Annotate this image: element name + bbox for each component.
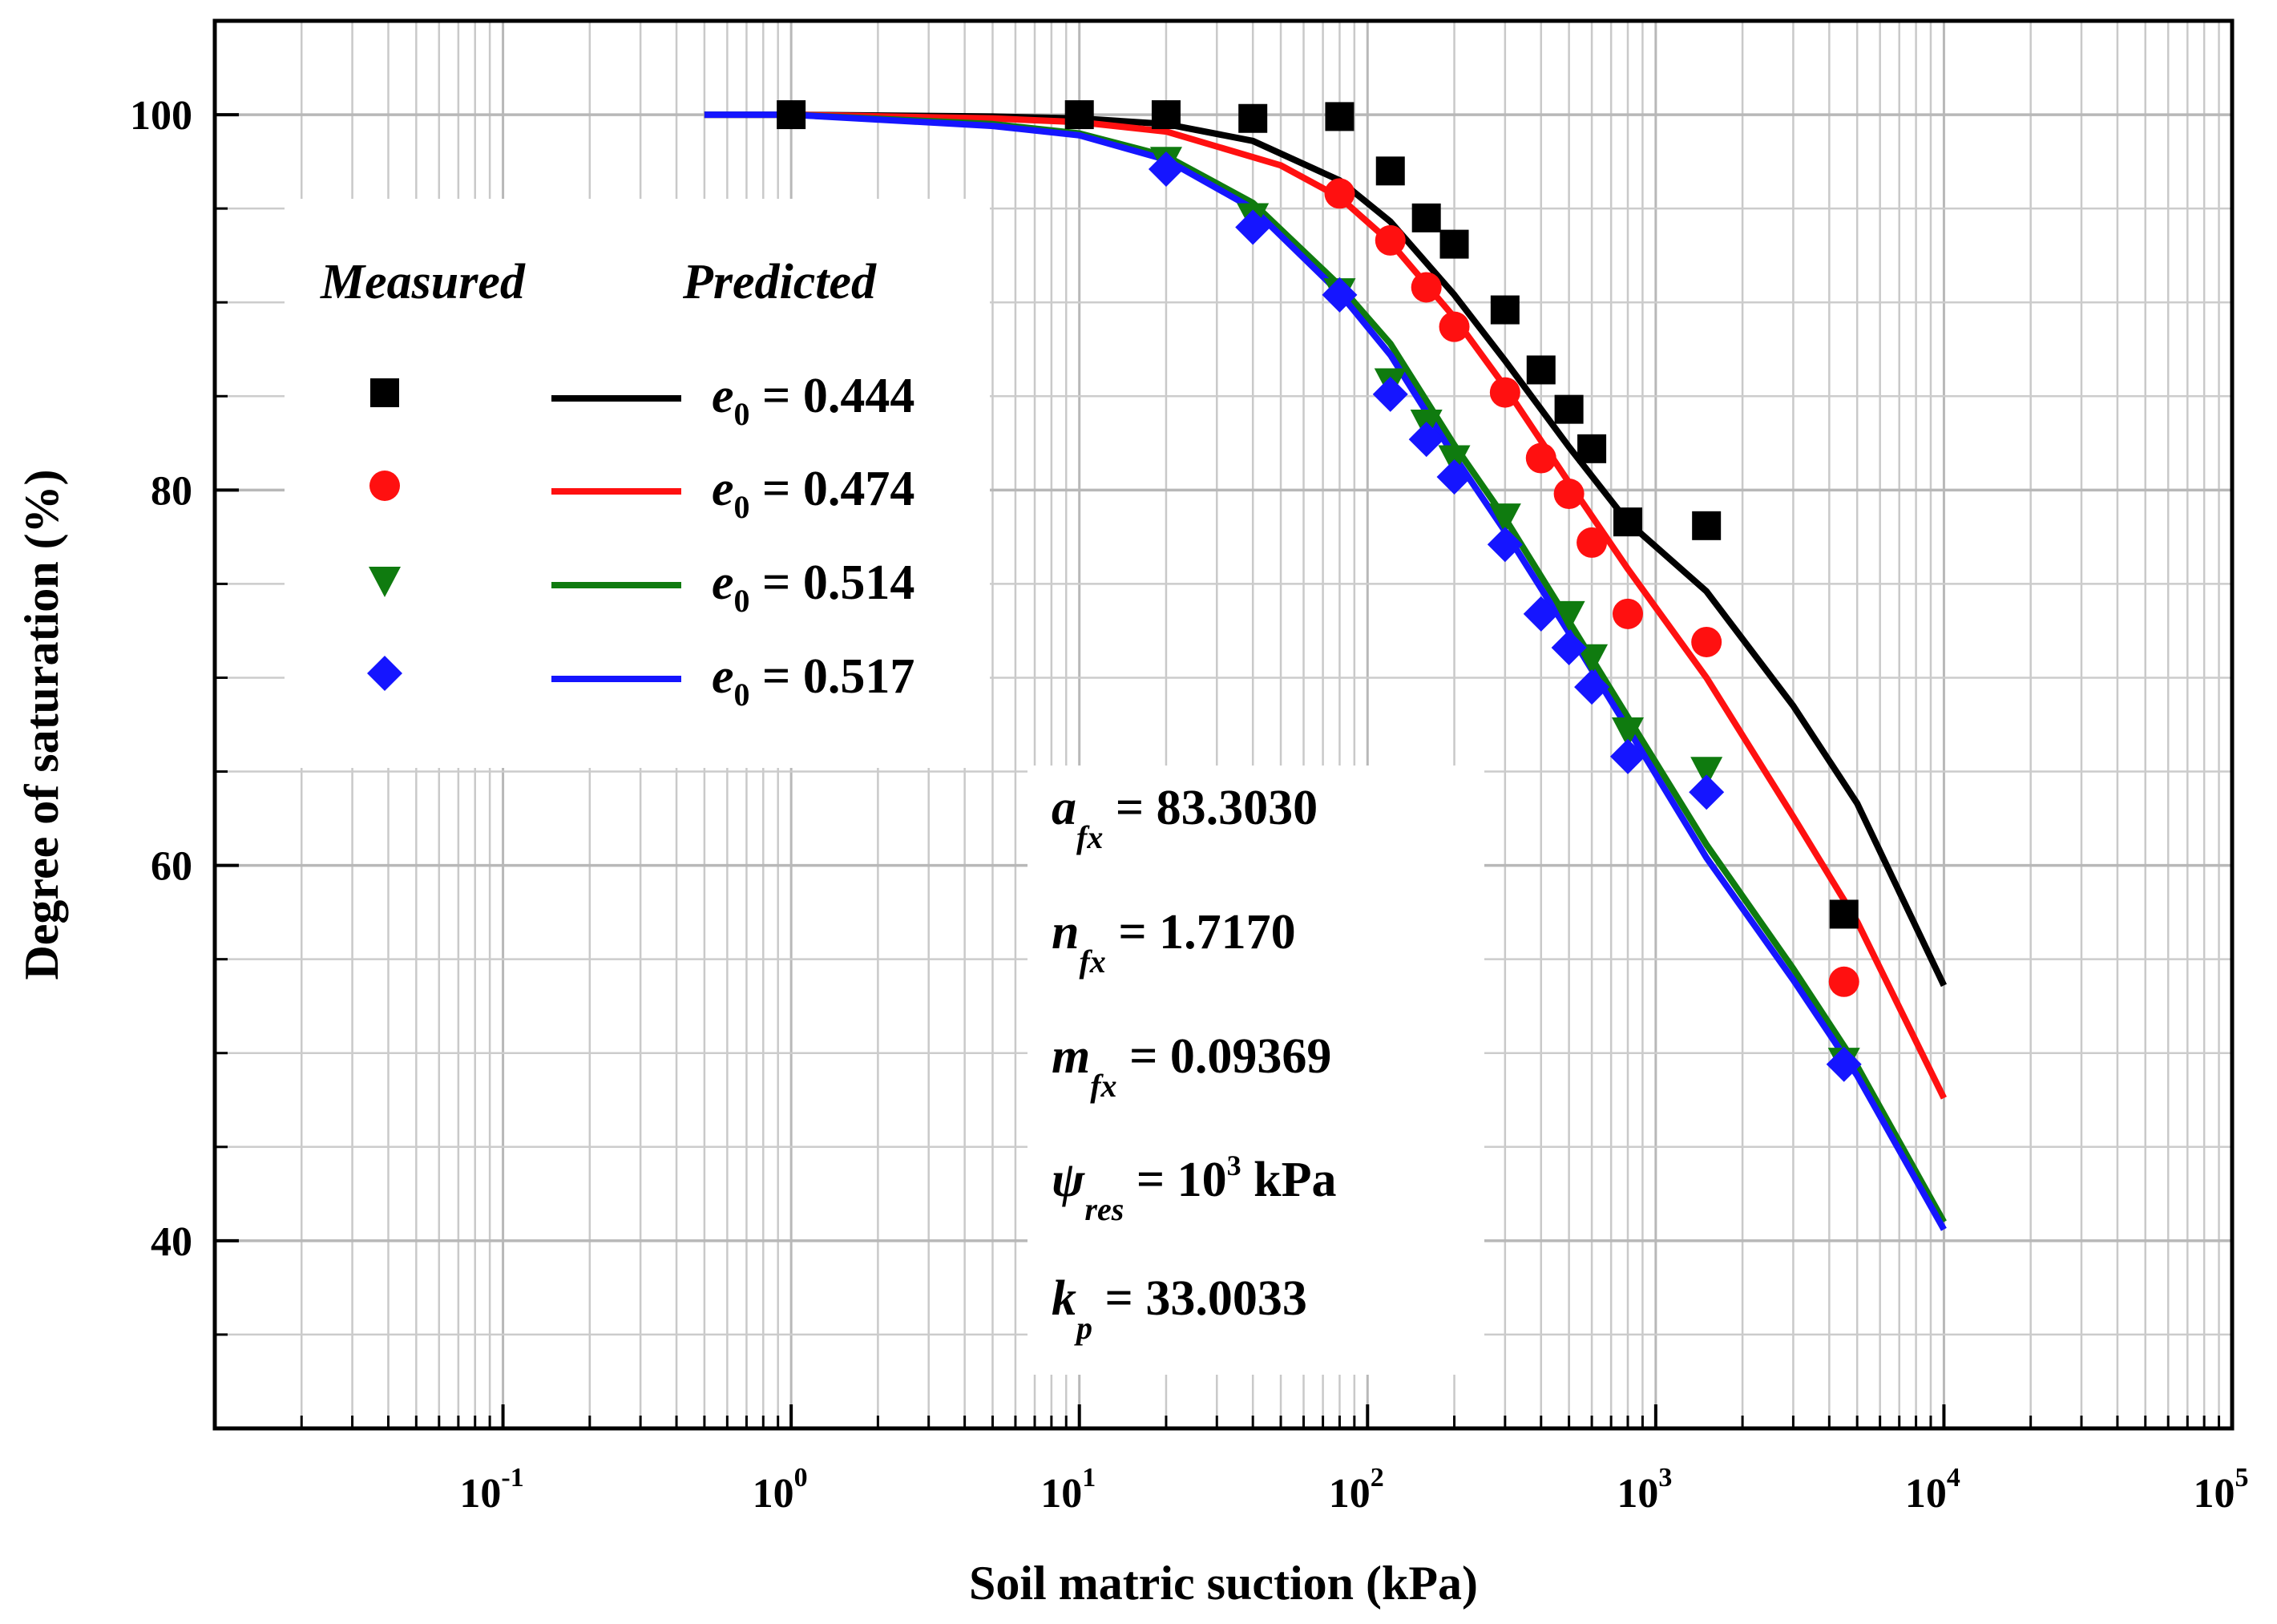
measured-point-s4 xyxy=(1574,669,1610,705)
measured-point-s2 xyxy=(1375,224,1406,256)
measured-point-s1 xyxy=(1375,156,1405,186)
measured-point-s2 xyxy=(1439,311,1470,342)
plot-frame xyxy=(212,18,2235,1431)
measured-point-s2 xyxy=(1613,598,1644,629)
measured-point-s1 xyxy=(1577,434,1607,463)
legend-header-measured: Measured xyxy=(320,255,526,309)
measured-point-s1 xyxy=(1238,103,1268,133)
parameter-k-p: kp = 33.0033 xyxy=(1052,1271,1307,1346)
measured-point-s4 xyxy=(1826,1046,1862,1082)
measured-point-s1 xyxy=(777,100,806,130)
y-tick-label: 60 xyxy=(151,844,192,890)
measured-point-s1 xyxy=(1064,100,1094,130)
y-tick-label: 100 xyxy=(130,93,192,139)
measured-markers xyxy=(777,100,1862,1082)
legend: Measured Predicted e0 = 0.444 e0 = 0.474 e0 … xyxy=(320,255,914,713)
parameter-ψ-res: ψres = 103 kPa xyxy=(1052,1149,1337,1227)
measured-point-s2 xyxy=(1525,442,1556,474)
x-tick-label: 103 xyxy=(1617,1463,1672,1517)
measured-point-s1 xyxy=(1325,102,1354,131)
legend-marker-s3 xyxy=(369,567,401,597)
measured-point-s2 xyxy=(1411,272,1442,303)
legend-label-s1: e0 = 0.444 xyxy=(712,369,914,432)
y-tick-label: 80 xyxy=(151,468,192,514)
parameter-background xyxy=(1027,766,1484,1375)
parameter-a-fx: afx = 83.3030 xyxy=(1052,781,1318,855)
legend-marker-s1 xyxy=(370,378,399,407)
measured-point-s3 xyxy=(1488,503,1521,535)
legend-label-s4: e0 = 0.517 xyxy=(712,649,914,713)
measured-point-s2 xyxy=(1324,178,1355,209)
x-axis-title: Soil matric suction (kPa) xyxy=(969,1557,1478,1610)
measured-point-s4 xyxy=(1148,151,1184,187)
x-tick-label: 105 xyxy=(2194,1463,2249,1517)
parameter-n-fx: nfx = 1.7170 xyxy=(1052,905,1296,980)
x-tick-label: 100 xyxy=(753,1463,808,1517)
measured-point-s1 xyxy=(1829,899,1859,929)
legend-label-s2: e0 = 0.474 xyxy=(712,462,914,525)
y-tick-label: 40 xyxy=(151,1219,192,1265)
legend-marker-s2 xyxy=(369,471,400,501)
measured-point-s4 xyxy=(1436,459,1472,495)
axis-ticks: 10-1 100 101 102 103 104 105 40 60 80 100 xyxy=(130,93,2249,1517)
measured-point-s4 xyxy=(1408,422,1444,458)
measured-point-s4 xyxy=(1551,630,1587,666)
parameter-m-fx: mfx = 0.09369 xyxy=(1052,1029,1331,1104)
measured-point-s4 xyxy=(1235,209,1271,245)
legend-marker-s4 xyxy=(367,656,402,691)
measured-point-s4 xyxy=(1487,527,1523,563)
x-tick-label: 102 xyxy=(1329,1463,1384,1517)
measured-point-s4 xyxy=(1689,774,1725,810)
measured-point-s1 xyxy=(1490,295,1520,325)
x-tick-label: 104 xyxy=(1905,1463,1960,1517)
measured-point-s1 xyxy=(1554,394,1584,424)
measured-point-s3 xyxy=(1576,644,1609,675)
legend-label-s3: e0 = 0.514 xyxy=(712,555,914,619)
measured-point-s1 xyxy=(1692,511,1722,540)
measured-point-s1 xyxy=(1613,507,1643,537)
measured-point-s4 xyxy=(1523,596,1559,632)
x-tick-label: 101 xyxy=(1040,1463,1096,1517)
legend-header-predicted: Predicted xyxy=(682,255,877,309)
measured-point-s1 xyxy=(1526,355,1556,385)
measured-point-s3 xyxy=(1552,600,1585,632)
y-axis-title: Degree of saturation (%) xyxy=(15,469,68,980)
parameter-box: afx = 83.3030 nfx = 1.7170 mfx = 0.09369 ψr… xyxy=(1052,781,1337,1346)
measured-point-s1 xyxy=(1411,203,1441,232)
measured-point-s2 xyxy=(1577,527,1608,558)
measured-point-s4 xyxy=(1610,738,1646,774)
x-tick-label: 10-1 xyxy=(459,1463,523,1517)
measured-point-s2 xyxy=(1691,626,1722,657)
measured-point-s2 xyxy=(1828,966,1859,997)
measured-point-s3 xyxy=(1612,717,1645,749)
legend-backgrounds xyxy=(285,199,1484,1375)
measured-point-s1 xyxy=(1151,100,1181,130)
measured-point-s4 xyxy=(1322,277,1358,313)
measured-point-s4 xyxy=(1372,376,1408,412)
measured-point-s3 xyxy=(1690,757,1723,788)
measured-point-s1 xyxy=(1439,229,1469,259)
measured-point-s2 xyxy=(1553,479,1585,510)
predicted-curve-s4 xyxy=(704,111,1947,1231)
measured-point-s2 xyxy=(1489,377,1520,408)
